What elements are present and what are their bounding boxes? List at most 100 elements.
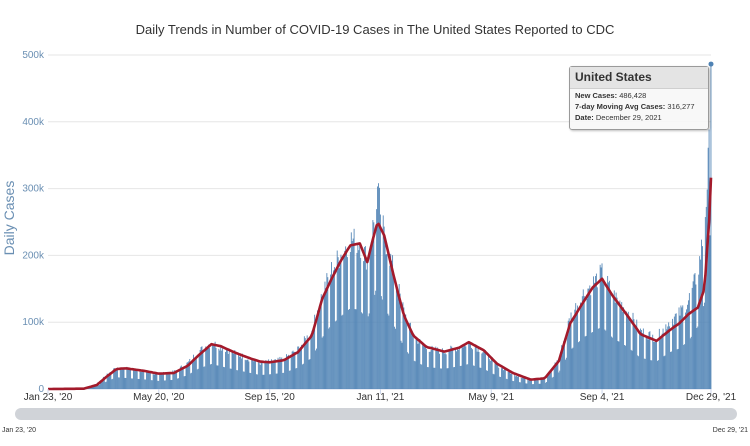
- daily-bar[interactable]: [616, 297, 618, 389]
- daily-bar[interactable]: [109, 372, 111, 389]
- daily-bar[interactable]: [630, 349, 632, 389]
- daily-bar[interactable]: [145, 379, 147, 389]
- daily-bar[interactable]: [170, 380, 172, 389]
- daily-bar[interactable]: [390, 253, 392, 389]
- daily-bar[interactable]: [216, 365, 218, 389]
- daily-bar[interactable]: [533, 384, 534, 389]
- daily-bar[interactable]: [202, 351, 204, 389]
- daily-bar[interactable]: [707, 147, 709, 389]
- daily-bar[interactable]: [414, 361, 416, 389]
- daily-bar[interactable]: [543, 378, 545, 389]
- daily-bar[interactable]: [107, 373, 109, 389]
- daily-bar[interactable]: [529, 380, 531, 389]
- daily-bar[interactable]: [443, 353, 445, 389]
- daily-bar[interactable]: [239, 356, 240, 389]
- daily-bar[interactable]: [304, 338, 306, 389]
- daily-bar[interactable]: [649, 331, 651, 389]
- daily-bar[interactable]: [282, 372, 284, 389]
- daily-bar[interactable]: [597, 328, 599, 389]
- daily-bar[interactable]: [340, 254, 342, 389]
- daily-bar[interactable]: [317, 310, 318, 389]
- daily-bar[interactable]: [679, 315, 681, 389]
- daily-bar[interactable]: [326, 273, 328, 389]
- daily-bar[interactable]: [138, 379, 140, 389]
- daily-bar[interactable]: [224, 367, 225, 389]
- daily-bar[interactable]: [587, 288, 589, 389]
- daily-bar[interactable]: [229, 368, 231, 389]
- daily-bar[interactable]: [281, 357, 283, 389]
- daily-bar[interactable]: [373, 222, 375, 389]
- daily-bar[interactable]: [197, 368, 199, 389]
- daily-bar[interactable]: [296, 368, 298, 389]
- daily-bar[interactable]: [354, 309, 356, 389]
- daily-bar[interactable]: [159, 374, 161, 389]
- daily-bar[interactable]: [289, 370, 291, 389]
- daily-bar[interactable]: [502, 367, 503, 389]
- daily-bar[interactable]: [676, 349, 678, 389]
- daily-bar[interactable]: [410, 322, 411, 389]
- daily-bar[interactable]: [652, 334, 654, 389]
- daily-bar[interactable]: [139, 369, 141, 389]
- daily-bar[interactable]: [595, 273, 597, 389]
- daily-bar[interactable]: [333, 267, 335, 389]
- daily-bar[interactable]: [183, 376, 185, 389]
- daily-bar[interactable]: [124, 377, 126, 389]
- daily-bar[interactable]: [191, 372, 193, 389]
- daily-bar[interactable]: [542, 378, 544, 389]
- daily-bar[interactable]: [215, 347, 217, 389]
- daily-bar[interactable]: [188, 361, 190, 389]
- daily-bar[interactable]: [578, 342, 579, 389]
- daily-bar[interactable]: [609, 280, 610, 389]
- daily-bar[interactable]: [335, 320, 337, 389]
- daily-bar[interactable]: [480, 367, 482, 389]
- daily-bar[interactable]: [225, 349, 227, 389]
- daily-bar[interactable]: [328, 328, 330, 389]
- daily-bar[interactable]: [437, 347, 439, 389]
- daily-bar[interactable]: [613, 290, 615, 389]
- daily-bar[interactable]: [516, 375, 517, 389]
- daily-bar[interactable]: [105, 381, 107, 389]
- daily-bar[interactable]: [545, 382, 547, 389]
- daily-bar[interactable]: [444, 353, 446, 389]
- daily-bar[interactable]: [506, 379, 508, 389]
- daily-bar[interactable]: [405, 314, 407, 389]
- daily-bar[interactable]: [337, 257, 339, 389]
- daily-bar[interactable]: [319, 305, 321, 389]
- daily-bar[interactable]: [346, 249, 348, 389]
- daily-bar[interactable]: [655, 340, 656, 389]
- daily-bar[interactable]: [156, 374, 158, 389]
- daily-bar[interactable]: [130, 369, 132, 389]
- daily-bar[interactable]: [306, 335, 308, 389]
- daily-bar[interactable]: [468, 341, 470, 389]
- daily-bar[interactable]: [603, 281, 605, 389]
- daily-bar[interactable]: [207, 347, 209, 389]
- daily-bar[interactable]: [445, 354, 447, 389]
- daily-bar[interactable]: [418, 342, 420, 389]
- daily-bar[interactable]: [459, 366, 461, 389]
- daily-bar[interactable]: [369, 249, 371, 389]
- daily-bar[interactable]: [682, 305, 684, 389]
- daily-bar[interactable]: [700, 259, 702, 389]
- daily-bar[interactable]: [118, 377, 120, 389]
- daily-bar[interactable]: [101, 379, 103, 389]
- daily-bar[interactable]: [301, 344, 302, 389]
- daily-bar[interactable]: [315, 350, 317, 389]
- daily-bar[interactable]: [420, 364, 422, 389]
- daily-bar[interactable]: [497, 363, 499, 389]
- daily-bar[interactable]: [391, 260, 393, 389]
- daily-bar[interactable]: [160, 373, 162, 389]
- daily-bar[interactable]: [332, 275, 333, 389]
- daily-bar[interactable]: [675, 313, 677, 389]
- daily-bar[interactable]: [606, 284, 608, 389]
- daily-bar[interactable]: [287, 354, 289, 389]
- daily-bar[interactable]: [270, 374, 271, 389]
- daily-bar[interactable]: [673, 316, 675, 389]
- daily-bar[interactable]: [148, 371, 150, 389]
- daily-bar[interactable]: [363, 261, 364, 389]
- daily-bar[interactable]: [615, 292, 617, 389]
- daily-bar[interactable]: [601, 263, 603, 389]
- daily-bar[interactable]: [196, 369, 198, 389]
- daily-bar[interactable]: [450, 345, 452, 389]
- daily-bar[interactable]: [169, 373, 171, 389]
- daily-bar[interactable]: [274, 359, 276, 389]
